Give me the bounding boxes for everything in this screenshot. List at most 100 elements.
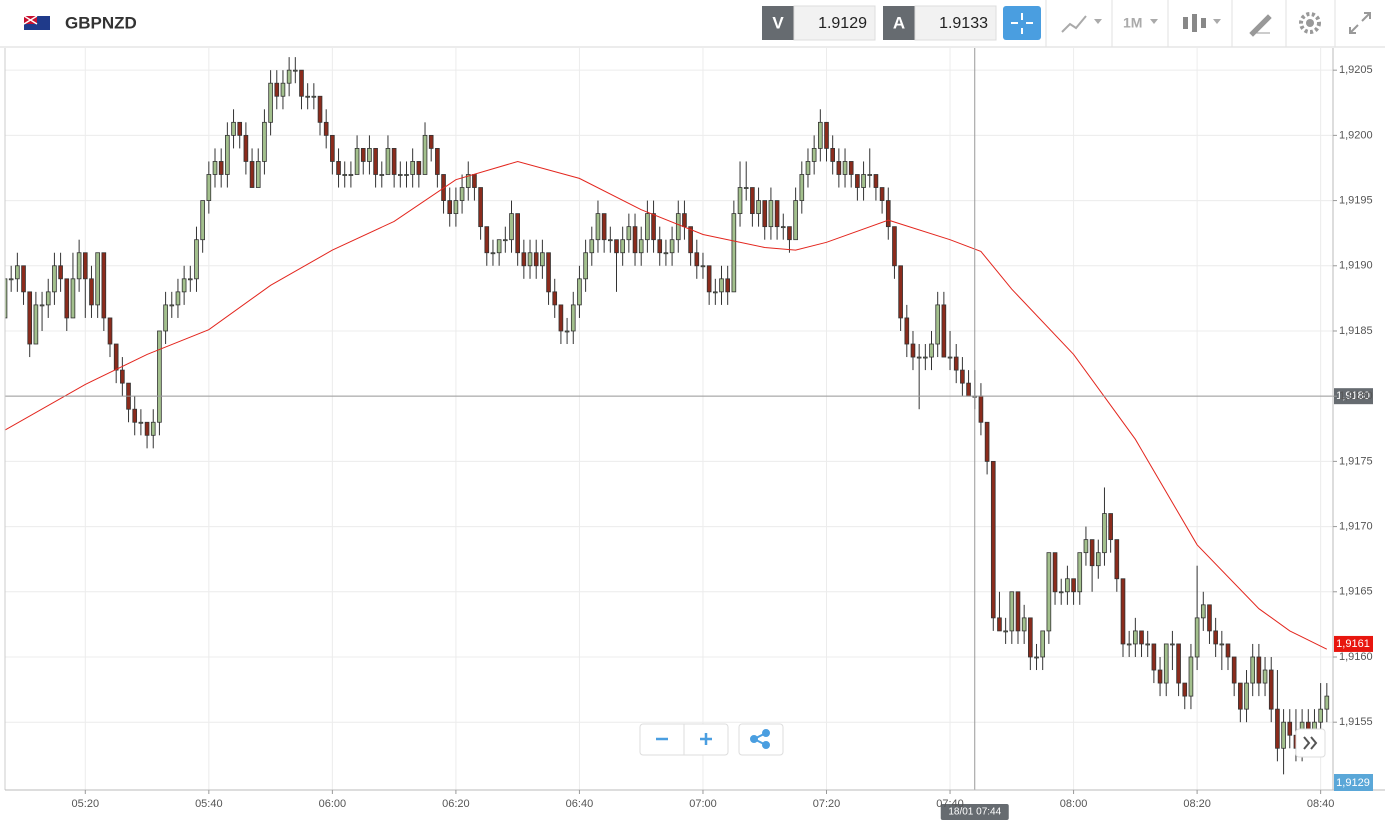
candle-body <box>1281 721 1286 749</box>
candle-body <box>453 200 459 215</box>
candle-body <box>354 148 360 175</box>
candle-body <box>484 226 490 254</box>
candle-body <box>292 69 298 72</box>
dropdown-arrow <box>1150 19 1158 24</box>
ask-tag-bg <box>883 6 915 40</box>
candle-body <box>540 252 545 267</box>
collapse-button[interactable] <box>1349 12 1371 34</box>
candle-body <box>1194 617 1200 658</box>
candle-body <box>336 161 341 175</box>
candle-body <box>120 369 125 384</box>
candle-body <box>286 69 292 84</box>
candle-body <box>27 291 33 345</box>
candle-body <box>1015 591 1021 632</box>
candle-body <box>811 148 817 162</box>
bid-marker <box>1334 774 1373 791</box>
candle-body <box>533 252 539 267</box>
candle-body <box>867 174 873 176</box>
candle-body <box>1052 552 1058 593</box>
crosshair-price-label: 1,9180 <box>1336 390 1370 402</box>
candle-body <box>1157 669 1163 684</box>
candle-body <box>107 317 113 345</box>
zoom-controls <box>639 723 1326 758</box>
candle-body <box>651 213 656 241</box>
candle-body <box>478 187 483 228</box>
candle-body <box>1021 617 1027 632</box>
chart-type-button[interactable] <box>1183 14 1206 32</box>
candle-body <box>515 213 520 254</box>
candle-body <box>503 239 508 242</box>
candle-body <box>58 265 63 280</box>
scroll-end-button[interactable] <box>1295 728 1326 758</box>
candle-body <box>1058 591 1064 594</box>
candle-body <box>1188 656 1194 697</box>
candle-body <box>1268 669 1274 710</box>
candle-body <box>132 408 138 423</box>
candle-body <box>150 421 156 436</box>
candle-body <box>218 161 224 175</box>
zoom-in-button[interactable] <box>700 733 712 745</box>
x-tick-label: 05:20 <box>72 798 100 810</box>
y-tick-label: 1,9180 <box>1339 390 1373 402</box>
bid-box[interactable] <box>793 5 876 41</box>
x-tick-label: 05:40 <box>195 798 223 810</box>
candle-body <box>626 226 632 241</box>
candle-body <box>1133 630 1138 645</box>
candle-body <box>706 265 712 293</box>
settings-button[interactable] <box>1299 12 1321 34</box>
ask-box[interactable] <box>914 5 997 41</box>
candle-body <box>682 213 687 228</box>
candle-body <box>1114 539 1120 580</box>
candle-body <box>1095 552 1101 567</box>
candle-body <box>1120 578 1126 645</box>
y-tick-label: 1,9185 <box>1339 325 1373 337</box>
candle-body <box>8 278 14 281</box>
candle-body <box>5 278 8 319</box>
candle-body <box>163 304 168 332</box>
candle-body <box>113 343 119 371</box>
candle-body <box>169 304 175 307</box>
candle-body <box>496 239 502 254</box>
candle-body <box>700 265 706 268</box>
candle-body <box>385 148 391 175</box>
candle-body <box>1065 578 1070 593</box>
candle-body <box>941 304 947 358</box>
candle-body <box>1287 721 1293 736</box>
candle-body <box>379 174 385 176</box>
x-tick-label: 06:00 <box>319 798 347 810</box>
candle-body <box>916 356 922 359</box>
candle-body <box>187 278 193 281</box>
candle-body <box>144 421 150 436</box>
candle-body <box>1003 630 1008 633</box>
candle-body <box>1238 682 1243 710</box>
timeframe-button[interactable]: 1M <box>1123 15 1142 31</box>
candle-body <box>1225 643 1231 658</box>
candle-body <box>577 278 582 306</box>
candle-body <box>953 356 959 371</box>
dropdown-arrow <box>1213 19 1221 24</box>
candle-body <box>1126 643 1132 646</box>
candle-body <box>465 174 471 188</box>
candle-body <box>861 174 866 188</box>
candle-body <box>1324 695 1330 710</box>
candle-body <box>206 174 212 201</box>
candle-body <box>638 239 644 254</box>
candle-body <box>768 200 774 228</box>
y-tick-label: 1,9205 <box>1339 64 1373 76</box>
candle-body <box>225 134 230 175</box>
candle-body <box>595 213 601 241</box>
candle-body <box>892 226 897 267</box>
candle-body <box>175 291 181 306</box>
crosshair-button[interactable] <box>1003 6 1041 40</box>
candle-body <box>15 265 20 280</box>
candle-body <box>274 82 280 97</box>
draw-button[interactable] <box>1249 14 1272 37</box>
candle-body <box>564 330 570 333</box>
indicator-button[interactable] <box>1061 15 1087 33</box>
y-tick-label: 1,9195 <box>1339 194 1373 206</box>
candle-body <box>774 200 780 228</box>
header-bg <box>0 0 1385 47</box>
share-button[interactable] <box>738 723 784 756</box>
candle-body <box>391 148 397 175</box>
